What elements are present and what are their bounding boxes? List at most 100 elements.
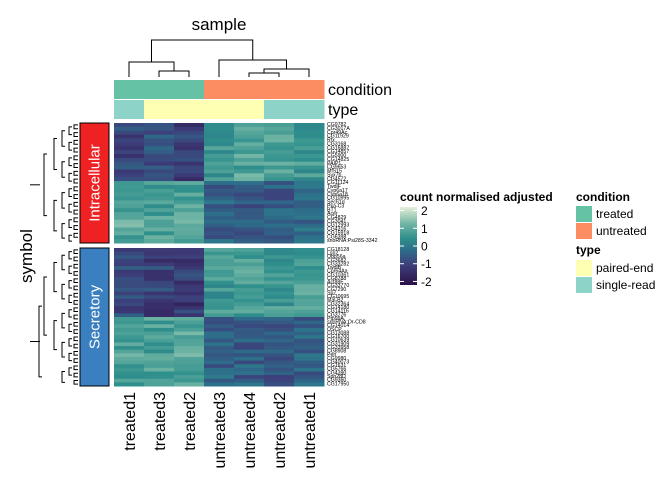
annotation-bars: condition type: [114, 80, 392, 119]
legend-tick-label: 1: [421, 222, 428, 236]
heatmap-cell: [264, 123, 295, 128]
heatmap-cell: [204, 123, 235, 128]
heatmap-cell: [234, 184, 265, 190]
annotation-cell: [234, 100, 265, 119]
heatmap-cell: [144, 353, 175, 358]
legend-tick-label: -1: [421, 257, 432, 271]
heatmap-cell: [144, 184, 175, 190]
annotation-cell: [114, 80, 145, 99]
heatmap-cell: [114, 364, 145, 369]
heatmap-cell: [234, 215, 265, 221]
heatmap-cell: [294, 302, 325, 307]
heatmap-cell: [294, 188, 325, 194]
heatmap-cell: [294, 251, 325, 256]
heatmap-cell: [144, 123, 175, 128]
heatmap-cell: [114, 231, 145, 236]
heatmap-cell: [294, 130, 325, 136]
row-label: CG16700: [327, 334, 349, 340]
dendrogram-branch: [73, 124, 78, 130]
column-label: untreated4: [242, 392, 259, 469]
heatmap-cell: [114, 204, 145, 209]
heatmap-cell: [174, 375, 205, 380]
dendrogram-branch: [73, 225, 78, 230]
annotation-cell: [204, 80, 235, 99]
heatmap-cell: [264, 212, 295, 217]
heatmap-cell: [174, 258, 205, 264]
row-label: CG8788: [327, 276, 346, 282]
condition-legend: condition treated untreated: [576, 190, 647, 239]
heatmap-cell: [294, 324, 325, 329]
dendrogram-branch: [73, 285, 78, 291]
heatmap-cell: [294, 123, 325, 128]
heatmap-cell: [264, 138, 295, 143]
heatmap-cell: [204, 208, 235, 213]
heatmap-cell: [234, 356, 265, 362]
legend-swatch: [576, 260, 592, 276]
dendrogram-branch: [68, 219, 72, 229]
y-axis-label: symbol: [17, 229, 36, 283]
dendrogram-branch: [73, 329, 78, 334]
dendrogram-branch: [73, 321, 78, 327]
heatmap-cell: [174, 184, 205, 190]
heatmap-cell: [264, 331, 295, 336]
dendrogram-branch: [68, 367, 72, 376]
heatmap-cell: [264, 378, 295, 383]
dendrogram-branch: [151, 39, 254, 62]
dendrogram-branch: [73, 365, 78, 371]
heatmap-cell: [234, 266, 265, 271]
heatmap-cell: [264, 169, 295, 174]
heatmap-cell: [234, 255, 265, 260]
heatmap-cell: [264, 219, 295, 225]
heatmap-cell: [174, 169, 205, 174]
heatmap-cell: [204, 200, 235, 205]
heatmap-cell: [114, 123, 145, 128]
row-label: CG33958: [327, 345, 349, 351]
heatmap-cell: [114, 188, 145, 194]
heatmap-cell: [264, 349, 295, 354]
heatmap-cell: [234, 353, 265, 358]
heatmap-cell: [114, 287, 145, 293]
dendrogram-branch: [68, 251, 72, 260]
annotation-cell: [294, 100, 325, 119]
heatmap-cell: [174, 298, 205, 303]
heatmap-cell: [204, 231, 235, 236]
heatmap-cell: [174, 342, 205, 347]
row-label: CG4572: [327, 176, 346, 182]
heatmap-cell: [294, 157, 325, 163]
heatmap-cell: [114, 349, 145, 354]
heatmap-cell: [174, 208, 205, 213]
row-label: CG6398: [327, 234, 346, 240]
heatmap-cell: [294, 200, 325, 205]
annotation-cell: [144, 80, 175, 99]
heatmap-cell: [144, 331, 175, 336]
heatmap-cell: [234, 371, 265, 376]
row-label: CG10361: [327, 272, 349, 278]
heatmap-cell: [294, 227, 325, 232]
heatmap-cell: [144, 208, 175, 213]
heatmap-cell: [234, 157, 265, 163]
heatmap-cell: [294, 342, 325, 347]
dendrogram-branch: [73, 358, 78, 363]
heatmap-cell: [234, 231, 265, 236]
heatmap-cell: [174, 302, 205, 307]
row-label: CG16887: [327, 145, 349, 151]
column-label: untreated2: [272, 392, 289, 469]
heatmap-cell: [234, 188, 265, 194]
dendrogram-branch: [73, 132, 78, 138]
heatmap-cell: [294, 255, 325, 260]
heatmap-cell: [144, 248, 175, 253]
row-label: TwdlB: [327, 265, 342, 271]
heatmap-cell: [174, 157, 205, 163]
heatmap-cell: [114, 134, 145, 139]
group-label: Intracellular: [87, 144, 104, 222]
heatmap-cell: [174, 215, 205, 221]
dendrogram-branch: [61, 370, 65, 383]
row-label: CG9980: [327, 356, 346, 362]
row-label: CG17950: [327, 381, 349, 387]
dendrogram-branch: [73, 278, 78, 283]
row-label: CG3776: [327, 312, 346, 318]
heatmap-cell: [204, 382, 235, 387]
heatmap-cell: [294, 196, 325, 201]
heatmap-cell: [144, 227, 175, 232]
dendrogram-branch: [68, 141, 72, 151]
